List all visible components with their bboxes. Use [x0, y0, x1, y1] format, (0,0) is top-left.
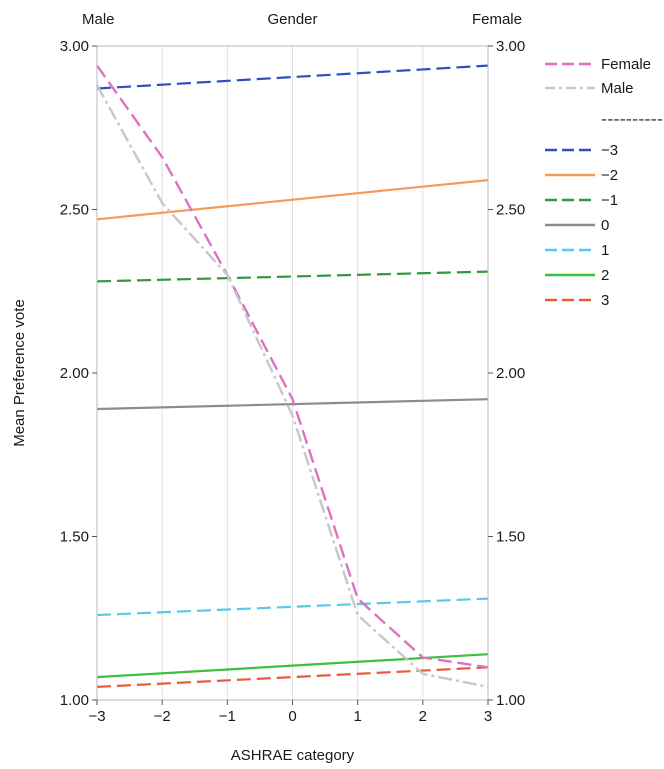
x-tick-label: −2 — [154, 708, 171, 725]
axis-ticks: −3 −2 −1 0 1 2 31.00 1.001.50 1.502.00 2.002.50 2.… — [60, 38, 525, 725]
x-tick-label: −3 — [88, 708, 105, 725]
y-tick-label-left: 2.50 — [60, 202, 89, 219]
legend-label: 2 — [601, 267, 609, 284]
x-tick-label: 2 — [419, 708, 427, 725]
y-tick-label-right: 3.00 — [496, 38, 525, 55]
y-tick-label-right: 1.00 — [496, 692, 525, 709]
series-line — [96, 597, 489, 617]
y-tick-label-left: 3.00 — [60, 38, 89, 55]
series-line — [96, 398, 489, 411]
y-tick-label-right: 1.50 — [496, 529, 525, 546]
legend: ---------- Female Male −3 −2 −1 0 1 2 3 — [545, 56, 663, 309]
x-tick-label: −1 — [219, 708, 236, 725]
top-axis-left-label: Male — [82, 11, 115, 28]
series-line — [96, 64, 489, 90]
legend-label: Female — [601, 56, 651, 73]
legend-label: 3 — [601, 292, 609, 309]
plot-lines — [95, 64, 489, 689]
series-line — [96, 666, 489, 688]
legend-label: −3 — [601, 142, 618, 159]
x-tick-label: 0 — [288, 708, 296, 725]
y-tick-label-left: 1.00 — [60, 692, 89, 709]
top-axis-title: Gender — [267, 11, 317, 28]
y-tick-label-left: 2.00 — [60, 365, 89, 382]
legend-label: 0 — [601, 217, 609, 234]
series-line — [96, 270, 489, 283]
x-tick-label: 1 — [353, 708, 361, 725]
series-line — [96, 64, 489, 669]
x-axis-title: ASHRAE category — [231, 747, 355, 764]
legend-label: Male — [601, 80, 634, 97]
legend-separator: ---------- — [601, 111, 663, 128]
series-line — [96, 179, 489, 221]
x-tick-label: 3 — [484, 708, 492, 725]
y-tick-label-right: 2.00 — [496, 365, 525, 382]
top-axis-right-label: Female — [472, 11, 522, 28]
legend-label: −1 — [601, 192, 618, 209]
legend-label: 1 — [601, 242, 609, 259]
grid — [161, 46, 424, 700]
series-line — [95, 84, 489, 689]
y-axis-title: Mean Preference vote — [11, 299, 28, 447]
legend-label: −2 — [601, 167, 618, 184]
y-tick-label-right: 2.50 — [496, 202, 525, 219]
y-tick-label-left: 1.50 — [60, 529, 89, 546]
